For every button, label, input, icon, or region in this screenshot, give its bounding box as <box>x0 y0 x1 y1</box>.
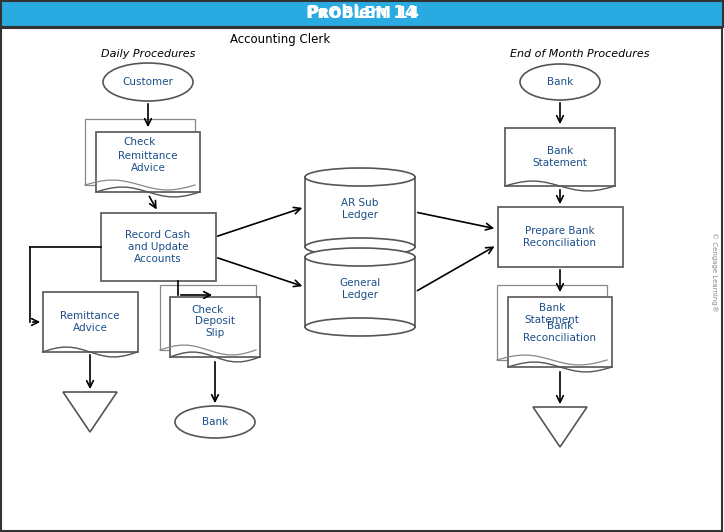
Text: Customer: Customer <box>122 77 174 87</box>
Text: Bank: Bank <box>202 417 228 427</box>
Text: Prepare Bank
Reconciliation: Prepare Bank Reconciliation <box>523 226 597 248</box>
Text: Check: Check <box>192 305 224 315</box>
FancyBboxPatch shape <box>305 177 415 247</box>
Text: Bank
Statement: Bank Statement <box>525 303 579 325</box>
FancyBboxPatch shape <box>96 132 200 192</box>
Text: General
Ledger: General Ledger <box>340 278 381 300</box>
Text: PʀOBLEM 14: PʀOBLEM 14 <box>306 6 418 21</box>
Text: Remittance
Advice: Remittance Advice <box>118 151 178 173</box>
FancyBboxPatch shape <box>497 285 607 360</box>
Polygon shape <box>533 407 587 447</box>
FancyBboxPatch shape <box>508 297 612 367</box>
Ellipse shape <box>305 238 415 256</box>
Text: Remittance
Advice: Remittance Advice <box>60 311 119 333</box>
FancyBboxPatch shape <box>1 1 723 27</box>
Text: Pʀoblem 14: Pʀoblem 14 <box>307 4 417 22</box>
FancyBboxPatch shape <box>85 119 195 185</box>
Text: Bank
Reconciliation: Bank Reconciliation <box>523 321 597 343</box>
Text: Daily Procedures: Daily Procedures <box>101 49 195 59</box>
FancyBboxPatch shape <box>160 285 256 350</box>
FancyBboxPatch shape <box>43 292 138 352</box>
Ellipse shape <box>520 64 600 100</box>
Polygon shape <box>63 392 117 432</box>
Text: End of Month Procedures: End of Month Procedures <box>510 49 649 59</box>
Ellipse shape <box>175 406 255 438</box>
Text: Record Cash
and Update
Accounts: Record Cash and Update Accounts <box>125 230 190 263</box>
Ellipse shape <box>305 248 415 266</box>
Ellipse shape <box>103 63 193 101</box>
FancyBboxPatch shape <box>0 0 724 27</box>
FancyBboxPatch shape <box>170 297 260 357</box>
Text: AR Sub
Ledger: AR Sub Ledger <box>341 198 379 220</box>
FancyBboxPatch shape <box>1 28 722 531</box>
Text: Bank: Bank <box>547 77 573 87</box>
Text: Accounting Clerk: Accounting Clerk <box>230 34 330 46</box>
Ellipse shape <box>305 318 415 336</box>
FancyBboxPatch shape <box>497 207 623 267</box>
FancyBboxPatch shape <box>305 257 415 327</box>
Text: © Cengage Learning®: © Cengage Learning® <box>711 232 718 312</box>
FancyBboxPatch shape <box>505 128 615 186</box>
Text: Check: Check <box>124 137 156 147</box>
Ellipse shape <box>305 168 415 186</box>
Text: Deposit
Slip: Deposit Slip <box>195 316 235 338</box>
Text: Bank
Statement: Bank Statement <box>533 146 587 168</box>
FancyBboxPatch shape <box>101 213 216 281</box>
